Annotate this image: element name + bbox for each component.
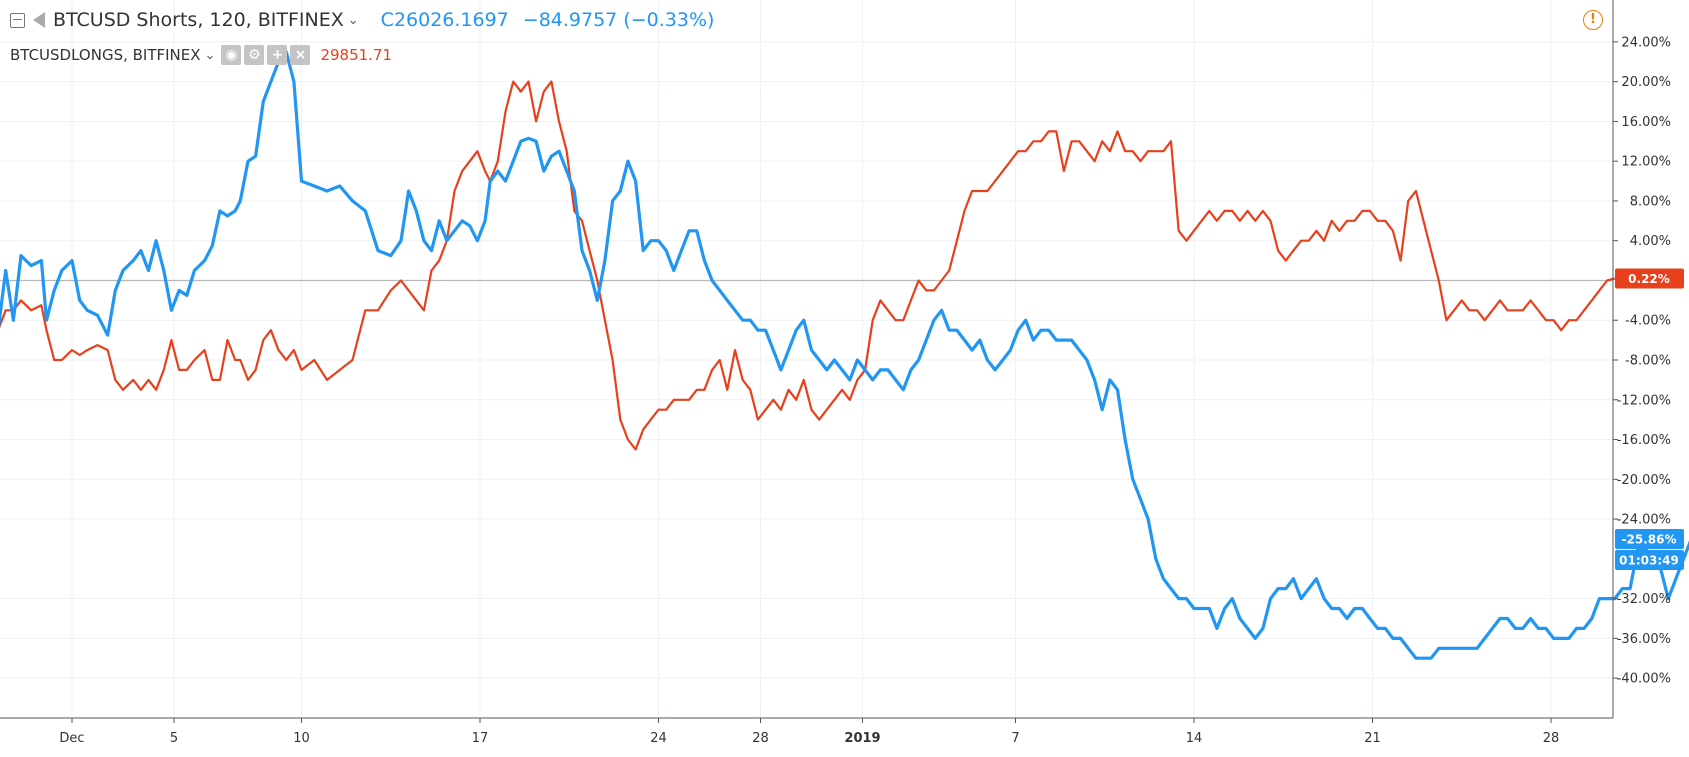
x-tick-label: 28: [752, 731, 769, 746]
shorts-last-value-text: -25.86%: [1622, 532, 1677, 546]
x-tick-label: 5: [170, 731, 178, 746]
shorts-last-value-badge: -25.86% 01:03:49: [1615, 528, 1684, 570]
x-tick-label: 17: [472, 731, 489, 746]
longs-series-title[interactable]: BTCUSDLONGS, BITFINEX: [10, 46, 201, 64]
flag-icon[interactable]: [33, 12, 45, 28]
alert-icon[interactable]: !: [1583, 10, 1603, 30]
x-tick-label: 2019: [844, 731, 880, 746]
y-tick-label: 4.00%: [1630, 234, 1671, 249]
series-line-btcusdlongs[interactable]: [0, 80, 1616, 451]
x-tick-label: 7: [1011, 731, 1019, 746]
y-tick-label: 16.00%: [1621, 115, 1671, 130]
x-tick-label: 28: [1543, 731, 1560, 746]
shorts-close-value: C26026.1697: [380, 9, 509, 31]
y-tick-label: -8.00%: [1625, 354, 1671, 369]
bar-countdown-text: 01:03:49: [1619, 553, 1679, 567]
collapse-legend-icon[interactable]: [10, 12, 25, 28]
longs-last-value-text: 0.22%: [1628, 272, 1670, 286]
y-tick-label: 24.00%: [1621, 35, 1671, 50]
y-tick-label: -20.00%: [1617, 473, 1671, 488]
close-icon[interactable]: ×: [290, 45, 311, 65]
y-tick-label: -12.00%: [1617, 393, 1671, 408]
settings-icon[interactable]: ⚙: [244, 45, 265, 65]
x-tick-label: 10: [293, 731, 310, 746]
chart-grid: [0, 0, 1613, 718]
y-tick-label: 20.00%: [1621, 75, 1671, 90]
longs-last-value-badge: 0.22%: [1615, 268, 1684, 289]
price-axis[interactable]: 24.00% 20.00% 16.00% 12.00% 8.00% 4.00% -4.00%…: [1613, 35, 1671, 687]
y-tick-label: -40.00%: [1617, 672, 1671, 687]
y-tick-label: -16.00%: [1617, 433, 1671, 448]
longs-value: 29851.71: [320, 46, 393, 64]
x-tick-label: 14: [1186, 731, 1203, 746]
legend-shorts: BTCUSD Shorts, 120, BITFINEX ⌄ C26026.16…: [10, 9, 714, 31]
x-tick-label: Dec: [59, 731, 84, 746]
chevron-down-icon[interactable]: ⌄: [347, 12, 359, 28]
plus-icon[interactable]: +: [267, 45, 288, 65]
y-tick-label: -4.00%: [1625, 314, 1671, 329]
series-layer: [0, 50, 1689, 660]
eye-icon[interactable]: ◉: [221, 45, 242, 65]
time-axis[interactable]: Dec 5 10 17 24 28 2019 7 14 21 28: [59, 718, 1559, 746]
y-tick-label: 12.00%: [1621, 155, 1671, 170]
y-tick-label: -32.00%: [1617, 592, 1671, 607]
series-line-btcusd-shorts[interactable]: [0, 50, 1689, 660]
y-tick-label: -24.00%: [1617, 513, 1671, 528]
y-tick-label: -36.00%: [1617, 632, 1671, 647]
x-tick-label: 21: [1364, 731, 1381, 746]
chevron-down-icon[interactable]: ⌄: [204, 47, 216, 63]
y-tick-label: 8.00%: [1630, 194, 1671, 209]
shorts-change-value: −84.9757 (−0.33%): [522, 9, 715, 31]
shorts-series-title[interactable]: BTCUSD Shorts, 120, BITFINEX: [53, 9, 344, 31]
x-tick-label: 24: [650, 731, 667, 746]
legend-longs: BTCUSDLONGS, BITFINEX ⌄ ◉ ⚙ + × 29851.71: [10, 45, 392, 65]
